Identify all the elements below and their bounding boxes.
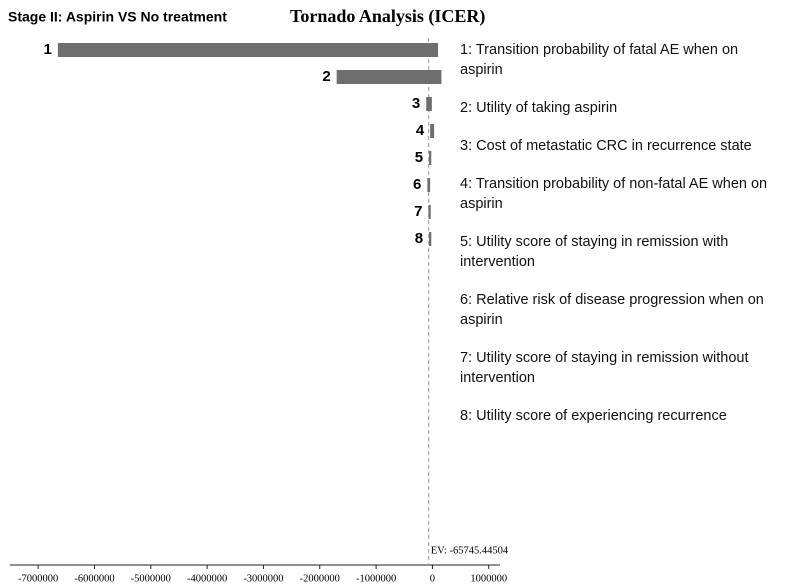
bar bbox=[430, 124, 435, 138]
bar-label: 6 bbox=[413, 176, 421, 193]
x-tick-label: 0 bbox=[430, 573, 435, 584]
bar-label: 3 bbox=[412, 95, 420, 112]
chart-title: Tornado Analysis (ICER) bbox=[290, 6, 485, 27]
bar bbox=[426, 97, 432, 111]
bar-label: 4 bbox=[416, 122, 425, 139]
legend-entry: 2: Utility of taking aspirin bbox=[460, 100, 618, 116]
legend-entry: 6: Relative risk of disease progression … bbox=[460, 292, 764, 328]
x-tick-label: -7000000 bbox=[18, 573, 58, 584]
x-tick-label: -6000000 bbox=[74, 573, 114, 584]
bar-label: 2 bbox=[322, 68, 330, 85]
bar bbox=[57, 43, 439, 57]
legend-entry: 1: Transition probability of fatal AE wh… bbox=[460, 42, 739, 78]
legend-entry: 3: Cost of metastatic CRC in recurrence … bbox=[460, 138, 752, 154]
x-tick-label: -5000000 bbox=[131, 573, 171, 584]
bar bbox=[429, 232, 432, 246]
chart-subtitle: Stage II: Aspirin VS No treatment bbox=[8, 9, 227, 25]
ev-label: EV: -65745.44504 bbox=[431, 545, 509, 556]
bar bbox=[429, 151, 432, 165]
x-tick-label: 1000000 bbox=[470, 573, 507, 584]
bar bbox=[336, 70, 442, 84]
x-tick-label: -4000000 bbox=[187, 573, 227, 584]
legend-entry: 7: Utility score of staying in remission… bbox=[460, 350, 749, 386]
legend-entry: 5: Utility score of staying in remission… bbox=[460, 234, 729, 270]
x-tick-label: -3000000 bbox=[243, 573, 283, 584]
bar-label: 7 bbox=[414, 203, 422, 220]
x-tick-label: -2000000 bbox=[300, 573, 340, 584]
bar-label: 1 bbox=[44, 41, 52, 58]
bar-label: 8 bbox=[415, 230, 423, 247]
bar-label: 5 bbox=[415, 149, 423, 166]
x-tick-label: -1000000 bbox=[356, 573, 396, 584]
legend-entry: 8: Utility score of experiencing recurre… bbox=[460, 408, 727, 424]
legend-entry: 4: Transition probability of non-fatal A… bbox=[460, 176, 768, 212]
legend: 1: Transition probability of fatal AE wh… bbox=[460, 40, 775, 444]
bar bbox=[428, 205, 431, 219]
bar bbox=[427, 178, 431, 192]
